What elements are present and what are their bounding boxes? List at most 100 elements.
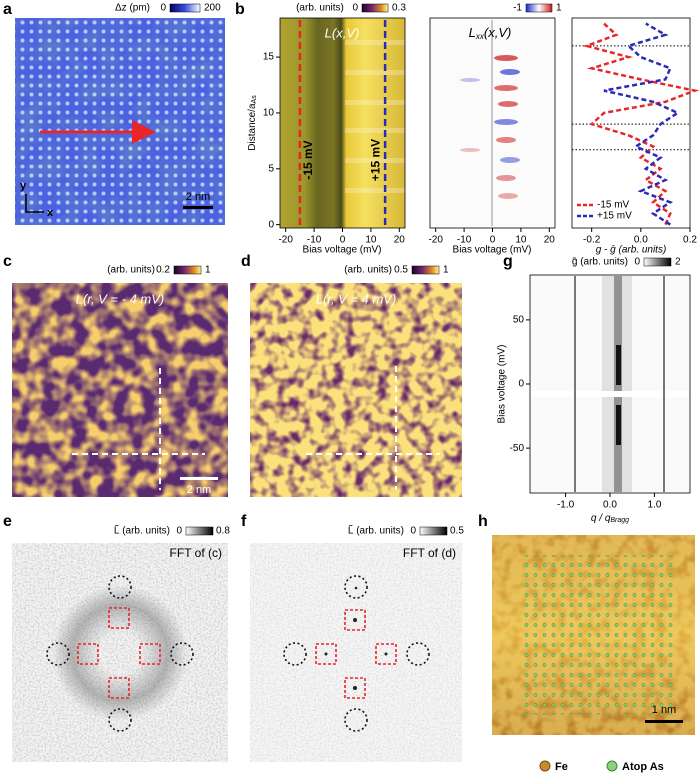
- colorbar: [185, 526, 214, 536]
- x-tick-label: 10: [515, 235, 527, 246]
- map-stripes: [345, 40, 405, 193]
- x-tick-label: 0.0: [634, 235, 648, 246]
- colorbar-min: 0.5: [394, 265, 408, 276]
- colorbar-max: 200: [204, 3, 221, 14]
- colorbar: [169, 3, 201, 13]
- colorbar-min: 0: [176, 526, 182, 537]
- y-axis-label: Distance/aAs: [247, 95, 258, 151]
- colorbar-title: (arb. units): [107, 265, 155, 276]
- scale-label: 2 nm: [186, 191, 210, 203]
- y-tick-label: 50: [513, 315, 525, 326]
- cut-label: -15 mV: [301, 140, 315, 179]
- x-tick-label: -0.2: [583, 235, 601, 246]
- colorbar-max: 1: [556, 3, 562, 14]
- colorbar-title: L̃ (arb. units): [348, 524, 404, 537]
- atom-lattice: [520, 555, 673, 715]
- colorbar-max: 1: [443, 265, 449, 276]
- axes-icon: [25, 194, 44, 213]
- colorbar-max: 0.8: [216, 526, 230, 537]
- fft-texture: [250, 543, 462, 762]
- x-tick-label: -10: [307, 235, 322, 246]
- lattice: [15, 18, 225, 225]
- colorbar-title: (arb. units): [296, 3, 344, 14]
- central-peak: [616, 345, 621, 385]
- x-tick-label: 0: [490, 235, 496, 246]
- x-tick-label: -10: [457, 235, 472, 246]
- x-tick-label: -20: [428, 235, 443, 246]
- y-tick-label: 0: [268, 219, 274, 230]
- map-title: L(r, V = 4 mV): [316, 291, 397, 306]
- central-peak: [616, 405, 621, 445]
- series-line: [603, 22, 681, 226]
- panel-d: [250, 283, 462, 497]
- series-line: [582, 22, 700, 226]
- scale-label: 1 nm: [652, 704, 676, 716]
- panel-title: FFT of (d): [403, 546, 456, 560]
- panel-h: [492, 535, 695, 772]
- map-title: L(r, V = - 4 mV): [76, 291, 165, 306]
- colorbar: [361, 3, 389, 13]
- legend-label: Atop As: [622, 761, 664, 773]
- panel-title: FFT of (c): [170, 546, 222, 560]
- colorbar-title: (arb. units): [344, 265, 392, 276]
- panel-e: [12, 543, 228, 762]
- zero-gap: [531, 391, 689, 397]
- axis-y-label: y: [20, 180, 27, 192]
- scale-bar: [180, 477, 218, 480]
- colorbar-title: L̃ (arb. units): [114, 524, 170, 537]
- x-tick-label: 0: [340, 235, 346, 246]
- fft-ring: [52, 585, 188, 721]
- colorbar-min: 0: [352, 3, 358, 14]
- panel-label: h: [478, 513, 488, 530]
- panel-label: g: [503, 253, 513, 270]
- scale-bar: [645, 720, 683, 723]
- panel-a: [15, 18, 225, 225]
- bragg-circles: [46, 575, 194, 732]
- legend-label: Fe: [555, 761, 568, 773]
- colorbar-max: 2: [675, 257, 681, 268]
- y-tick-label: 0: [518, 379, 524, 390]
- panel-label: f: [241, 513, 247, 530]
- panel-b2: [429, 17, 556, 229]
- scale-label: 2 nm: [187, 484, 211, 496]
- colorbar-min: 0: [634, 257, 640, 268]
- panel-f: [250, 543, 462, 762]
- curvature-map: [429, 17, 556, 229]
- y-axis-label: Bias voltage (mV): [497, 345, 508, 424]
- map-title: L(x,V): [325, 25, 360, 40]
- colorbar: [643, 257, 672, 267]
- map-texture: [250, 283, 462, 497]
- colorbar: [411, 265, 440, 275]
- x-tick-label: 0.2: [683, 235, 697, 246]
- panel-g: [529, 274, 691, 494]
- colorbar-min: -1: [513, 3, 522, 14]
- panel-label: a: [3, 1, 12, 18]
- x-axis-label: q / qBragg: [591, 513, 629, 524]
- y-tick-label: -50: [510, 443, 525, 454]
- y-tick-label: 15: [263, 52, 275, 63]
- fft-peaks: [324, 586, 388, 690]
- map-texture: [12, 283, 228, 497]
- scale-bar: [183, 206, 213, 209]
- y-tick-label: 5: [268, 163, 274, 174]
- panel-label: e: [3, 513, 12, 530]
- x-axis-label: g - ḡ (arb. units): [596, 245, 667, 256]
- colorbar-title: Δz (pm): [115, 3, 150, 14]
- panel-c: [12, 283, 228, 497]
- colorbar: [419, 526, 448, 536]
- cdw-boxes: [315, 609, 397, 699]
- colorbar-max: 0.5: [450, 526, 464, 537]
- panel-label: b: [235, 1, 245, 18]
- x-tick-label: 20: [544, 235, 556, 246]
- plot-frame: [571, 17, 691, 229]
- x-tick-label: 0.0: [603, 500, 617, 511]
- cdw-boxes: [77, 607, 161, 699]
- colorbar-min: 0.2: [156, 265, 170, 276]
- axis-x-label: x: [47, 207, 54, 219]
- cut-lines: [72, 368, 205, 490]
- curvature-features: [460, 20, 520, 226]
- x-tick-label: 10: [365, 235, 377, 246]
- x-tick-label: -20: [278, 235, 293, 246]
- legend-label: -15 mV: [597, 200, 630, 211]
